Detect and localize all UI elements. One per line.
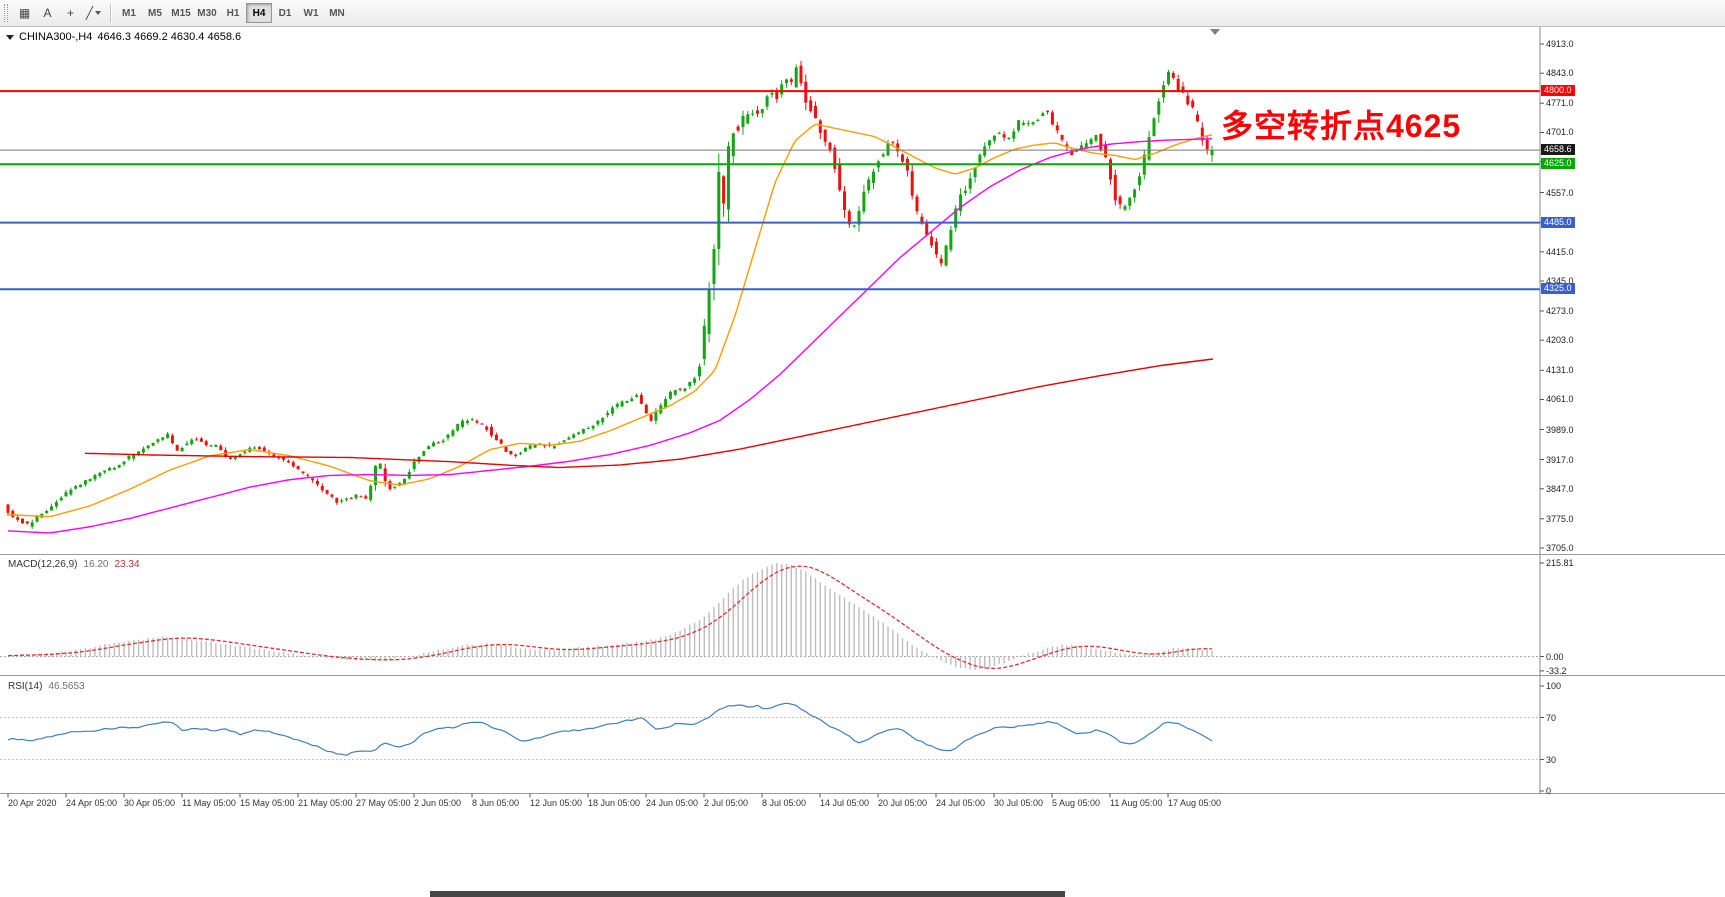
line-tools-dropdown[interactable]: ╱ xyxy=(82,3,105,24)
macd-signal-line xyxy=(7,565,1213,670)
time-axis[interactable] xyxy=(0,794,1540,812)
timeframe-h1-button[interactable]: H1 xyxy=(220,3,246,23)
macd-histogram xyxy=(7,563,1213,671)
ma-slow-line[interactable] xyxy=(84,358,1214,469)
chart-shift-marker-icon[interactable] xyxy=(1210,29,1220,35)
timeframe-m15-button[interactable]: M15 xyxy=(168,3,194,23)
candlestick-series xyxy=(6,60,1214,529)
toolbar-drag-handle[interactable] xyxy=(4,4,8,22)
timeframe-m1-button[interactable]: M1 xyxy=(116,3,142,23)
timeframe-m30-button[interactable]: M30 xyxy=(194,3,220,23)
chart-ohlc-values: 4646.3 4669.2 4630.4 4658.6 xyxy=(97,31,242,43)
crosshair-tool-button[interactable]: + xyxy=(59,3,82,24)
timeframe-m5-button[interactable]: M5 xyxy=(142,3,168,23)
background-window-edge xyxy=(430,891,1065,897)
timeframe-h4-button[interactable]: H4 xyxy=(246,3,272,23)
ma-mid-line[interactable] xyxy=(7,138,1213,534)
grid-icon: ▦ xyxy=(18,6,31,20)
chart-title: CHINA300-,H4 4646.3 4669.2 4630.4 4658.6 xyxy=(6,31,241,43)
trendline-icon: ╱ xyxy=(85,6,94,20)
chart-dropdown-icon[interactable] xyxy=(6,34,14,40)
rsi-value: 46.5653 xyxy=(48,681,85,692)
letter-a-icon: A xyxy=(43,6,52,20)
macd-signal-value: 23.34 xyxy=(114,559,140,570)
timeframe-d1-button[interactable]: D1 xyxy=(272,3,298,23)
crosshair-icon: + xyxy=(66,6,74,20)
toolbar-separator xyxy=(110,3,111,23)
rsi-label-name: RSI(14) xyxy=(8,681,43,692)
rsi-line xyxy=(7,702,1213,757)
caret-down-icon xyxy=(95,11,102,15)
price-axis[interactable] xyxy=(1540,27,1725,794)
rsi-indicator-label: RSI(14) 46.5653 xyxy=(8,681,85,692)
macd-main-value: 16.20 xyxy=(83,559,109,570)
timeframe-mn-button[interactable]: MN xyxy=(324,3,350,23)
chart-symbol-period: CHINA300-,H4 xyxy=(19,31,93,43)
text-tool-button[interactable]: A xyxy=(36,3,59,24)
toolbar: ▦ A + ╱ M1 M5 M15 M30 H1 H4 D1 W1 MN xyxy=(0,0,1725,27)
macd-label-name: MACD(12,26,9) xyxy=(8,559,78,570)
templates-button[interactable]: ▦ xyxy=(13,3,36,24)
chart-annotation-text[interactable]: 多空转折点4625 xyxy=(1221,108,1462,144)
macd-indicator-label: MACD(12,26,9) 16.20 23.34 xyxy=(8,559,140,570)
timeframe-w1-button[interactable]: W1 xyxy=(298,3,324,23)
ma-fast-line[interactable] xyxy=(7,123,1213,518)
